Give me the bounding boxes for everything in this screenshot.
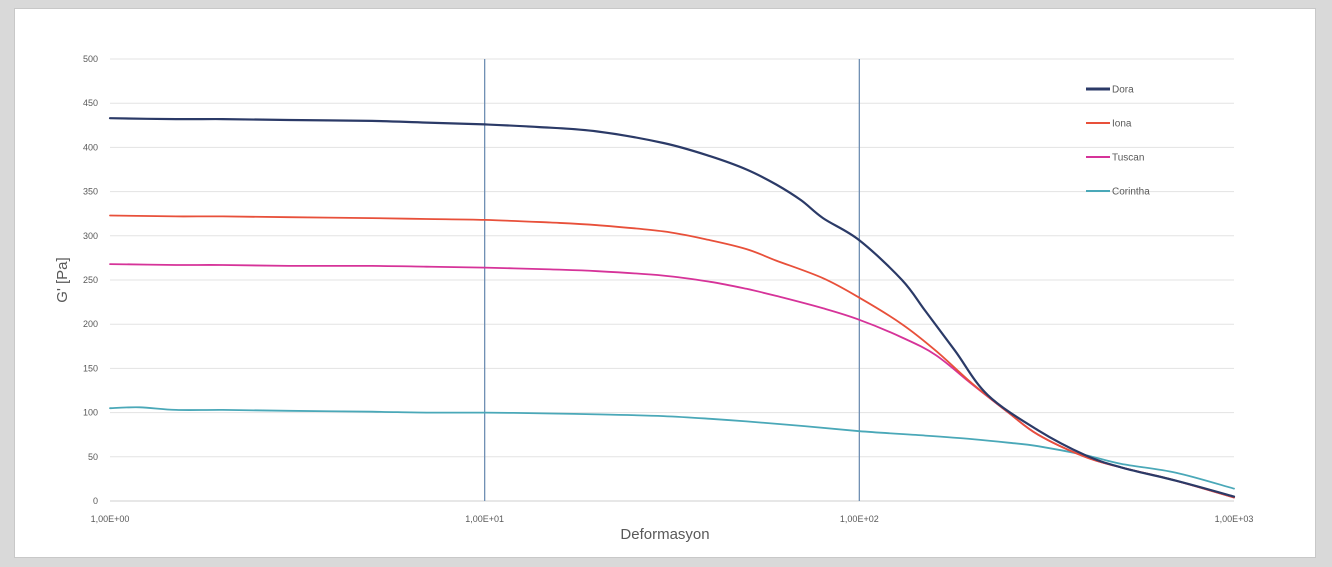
legend-label: Dora [1112, 85, 1134, 96]
y-tick-label: 200 [83, 319, 98, 329]
legend-label: Corintha [1112, 187, 1150, 198]
series-line-corintha [109, 406, 1235, 490]
x-axis-title: Deformasyon [620, 526, 709, 543]
y-tick-labels: 0 50 100 150 200 250 300 350 400 450 500 [83, 54, 98, 506]
x-tick-label: 1,00E+01 [465, 514, 504, 524]
series-line-iona [109, 214, 1235, 499]
y-tick-label: 350 [83, 187, 98, 197]
x-tick-label: 1,00E+02 [840, 514, 879, 524]
y-tick-label: 250 [83, 275, 98, 285]
y-tick-label: 0 [93, 496, 98, 506]
legend: Dora Iona Tuscan Corintha [1086, 85, 1150, 198]
legend-label: Iona [1112, 119, 1132, 130]
y-tick-label: 400 [83, 142, 98, 152]
grid [110, 58, 1234, 502]
reference-lines [484, 59, 860, 501]
y-tick-label: 150 [83, 363, 98, 373]
y-tick-label: 100 [83, 408, 98, 418]
series-lines [108, 117, 1236, 499]
x-tick-labels: 1,00E+00 1,00E+01 1,00E+02 1,00E+03 [91, 514, 1254, 524]
x-tick-label: 1,00E+03 [1215, 514, 1254, 524]
x-tick-label: 1,00E+00 [91, 514, 130, 524]
y-tick-label: 50 [88, 452, 98, 462]
y-tick-label: 300 [83, 231, 98, 241]
series-line-dora [108, 117, 1236, 498]
y-axis-title: G' [Pa] [54, 257, 71, 302]
y-tick-label: 500 [83, 54, 98, 64]
series-line-tuscan [109, 263, 1235, 499]
legend-label: Tuscan [1112, 153, 1144, 164]
chart-frame: 0 50 100 150 200 250 300 350 400 450 500 1,00E+00 1… [14, 8, 1316, 558]
y-tick-label: 450 [83, 98, 98, 108]
